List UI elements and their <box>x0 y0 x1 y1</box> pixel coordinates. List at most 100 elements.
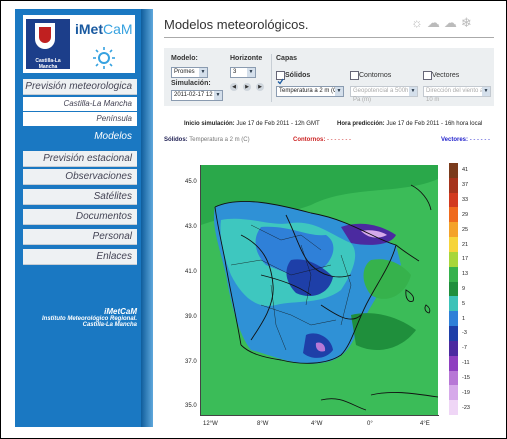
contornos-checkbox[interactable] <box>350 71 359 80</box>
sidebar-item-previsión-meteorologica[interactable]: Previsión meteorologica <box>23 79 137 95</box>
footer-title: iMetCaM <box>104 307 137 316</box>
temperature-color-scale <box>449 163 458 416</box>
scale-swatch <box>449 281 458 297</box>
scale-label: -15 <box>462 374 470 381</box>
scale-label: 33 <box>462 197 469 204</box>
scale-label: 5 <box>462 300 466 307</box>
scale-swatch <box>449 340 458 357</box>
vectores-variable-select[interactable]: Dirección del viento a 10 m ▼ <box>423 86 491 103</box>
previous-button[interactable]: ◀ <box>230 83 238 91</box>
next-button[interactable]: ▶ <box>256 83 264 91</box>
sidebar-item-documentos[interactable]: Documentos <box>23 209 137 225</box>
scale-swatch <box>449 163 458 179</box>
scale-label: 37 <box>462 182 469 189</box>
chevron-down-icon: ▼ <box>247 68 255 77</box>
sidebar-footer: iMetCaM Instituto Meteorológico Regional… <box>23 307 137 328</box>
lat-label-35: 35.0 <box>185 403 197 409</box>
checkmark-icon <box>277 78 284 85</box>
scale-swatch <box>449 385 458 401</box>
scale-swatch <box>449 177 458 194</box>
solidos-variable-select[interactable]: Temperatura a 2 m (C) ▼ <box>276 86 344 97</box>
scale-label: 1 <box>462 315 466 322</box>
shield-cross-icon <box>39 27 51 43</box>
scale-label: -19 <box>462 389 470 396</box>
scale-label: 17 <box>462 256 469 263</box>
modelo-select[interactable]: Promes ▼ <box>171 67 208 78</box>
scale-label: -23 <box>462 404 470 411</box>
horizonte-label: Horizonte <box>230 55 263 62</box>
controls-panel: Modelo: Promes ▼ Simulación: 2011-02-17 1… <box>164 48 494 106</box>
lat-label-39: 39.0 <box>185 314 197 320</box>
site-logo[interactable]: Castilla-La Mancha iMetCaM <box>23 15 135 73</box>
scale-label: -3 <box>462 330 467 337</box>
scale-label: -11 <box>462 360 470 367</box>
chevron-down-icon: ▼ <box>214 91 222 100</box>
partly-cloudy-icon: ☁ <box>426 15 444 30</box>
scale-swatch <box>449 222 458 238</box>
modelo-label: Modelo: <box>171 55 198 62</box>
scale-swatch <box>449 207 458 223</box>
sidebar-item-observaciones[interactable]: Observaciones <box>23 169 137 185</box>
solidos-checkbox[interactable] <box>276 71 285 85</box>
scale-swatch <box>449 326 458 342</box>
play-button[interactable]: ▶ <box>243 83 251 91</box>
scale-label: 41 <box>462 167 469 174</box>
title-divider <box>164 37 494 38</box>
vectores-checkbox[interactable] <box>423 71 432 80</box>
horizonte-select[interactable]: 3 ▼ <box>230 67 256 78</box>
scale-swatch <box>449 266 458 283</box>
lat-label-45: 45.0 <box>185 179 197 185</box>
footer-line-2: Castilla-La Mancha <box>82 322 137 328</box>
contornos-legend: Contornos: - - - - - - - <box>293 137 351 143</box>
sidebar-item-modelos[interactable]: Modelos <box>23 129 137 145</box>
simulacion-label: Simulación: <box>171 80 211 87</box>
weather-icons-banner: ☼☁☁❄ <box>411 15 476 31</box>
snow-icon: ❄ <box>460 15 476 30</box>
capas-label: Capas <box>276 55 298 62</box>
lat-label-41: 41.0 <box>185 269 197 275</box>
chevron-down-icon: ▼ <box>409 87 417 96</box>
chevron-down-icon: ▼ <box>335 87 343 96</box>
simulacion-select[interactable]: 2011-02-17 12 ▼ <box>171 90 223 101</box>
vectores-label: Vectores <box>432 72 460 79</box>
solidos-legend: Sólidos: Temperatura a 2 m (C) <box>164 137 250 143</box>
sidebar-item-enlaces[interactable]: Enlaces <box>23 249 137 265</box>
footer-line-1: Instituto Meteorológico Regional. <box>42 316 137 322</box>
scale-swatch <box>449 192 458 208</box>
region-caption: Castilla-La Mancha <box>35 58 61 70</box>
sidebar-item-previsión-estacional[interactable]: Previsión estacional <box>23 151 137 167</box>
lon-label-4e: 4°E <box>420 421 430 427</box>
contornos-variable-select[interactable]: Geopotencial a 500h Pa (m) ▼ <box>350 86 418 103</box>
sidebar-item-castilla-la-mancha[interactable]: Castilla-La Mancha <box>23 97 137 111</box>
temperature-map[interactable] <box>201 165 438 415</box>
hora-prediccion: Hora predicción: Jue 17 de Feb 2011 - 16… <box>337 121 483 127</box>
sun-icon: ☼ <box>411 15 427 30</box>
logo-name: iMetCaM <box>75 21 133 37</box>
scale-label: 25 <box>462 226 469 233</box>
sidebar-item-personal[interactable]: Personal <box>23 229 137 245</box>
solidos-label: Sólidos <box>285 72 311 79</box>
sidebar-item-satélites[interactable]: Satélites <box>23 189 137 205</box>
lon-label-0: 0° <box>367 421 373 427</box>
scale-swatch <box>449 400 458 416</box>
sidebar-edge-stripe <box>141 9 153 427</box>
sidebar-item-península[interactable]: Península <box>23 112 137 126</box>
scale-swatch <box>449 296 458 312</box>
cloud-icon: ☁ <box>443 15 461 30</box>
chevron-down-icon: ▼ <box>199 68 207 77</box>
contornos-label: Contornos <box>359 72 392 79</box>
scale-label: 29 <box>462 211 469 218</box>
lon-label-12w: 12°W <box>203 421 218 427</box>
lat-label-43: 43.0 <box>185 224 197 230</box>
scale-label: -7 <box>462 345 467 352</box>
iberian-peninsula-map <box>201 165 438 415</box>
sidebar: Castilla-La Mancha iMetCaM Previsión met… <box>15 9 141 427</box>
page-title: Modelos meteorológicos. <box>164 17 309 32</box>
sun-icon <box>93 47 115 69</box>
inicio-simulacion: Inicio simulación: Jue 17 de Feb 2011 - … <box>184 121 320 127</box>
vectores-legend: Vectores: - - - - - - <box>441 137 491 143</box>
scale-label: 9 <box>462 286 466 292</box>
lat-label-37: 37.0 <box>185 359 197 365</box>
chevron-down-icon: ▼ <box>482 87 490 96</box>
scale-label: 21 <box>462 241 469 248</box>
